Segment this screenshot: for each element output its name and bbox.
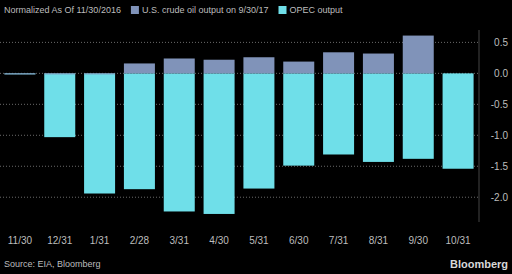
bar [363,54,394,74]
bar [124,73,155,189]
source: Source: EIA, Bloomberg [4,259,101,269]
bar [164,58,195,73]
bar [44,73,75,74]
legend-label: U.S. crude oil output on 9/30/17 [142,5,269,15]
x-tick-label: 12/31 [47,235,72,246]
x-tick-label: 4/30 [209,235,229,246]
y-tick-label: 0.5 [494,37,508,48]
legend-label: OPEC output [290,5,344,15]
bar [243,57,274,73]
bar [443,73,474,168]
bar [44,73,75,137]
bar [283,62,314,74]
bars [4,36,473,214]
bar [84,73,115,193]
legend-swatch [279,6,287,14]
bar [403,73,434,158]
bar [4,73,35,74]
y-tick-label: -1.5 [491,161,509,172]
subtitle: Normalized As Of 11/30/2016 [4,5,121,15]
x-tick-label: 11/30 [8,235,33,246]
y-axis-line [479,30,480,222]
x-tick-label: 7/31 [329,235,349,246]
x-tick-label: 6/30 [289,235,309,246]
y-tick-label: 0.0 [494,68,508,79]
y-tick-label: -0.5 [491,99,509,110]
legend-swatch [131,6,139,14]
bar [323,52,354,73]
y-tick-label: -1.0 [491,130,509,141]
bar [283,73,314,165]
x-tick-label: 9/30 [409,235,429,246]
x-tick-label: 5/31 [249,235,269,246]
chart: 0.5 0.0 -0.5 -1.0 -1.5 -2.0 11/30 12/31 1/31 2/28… [0,0,512,274]
y-tick-label: -2.0 [491,192,509,203]
bar [164,73,195,211]
bar [243,73,274,188]
x-tick-label: 1/31 [90,235,110,246]
background [0,0,512,274]
x-tick-label: 8/31 [369,235,389,246]
x-tick-label: 3/31 [170,235,190,246]
x-tick-label: 2/28 [130,235,150,246]
bar [403,36,434,74]
bar [4,73,35,74]
bar [363,73,394,162]
grid-line [0,197,478,198]
grid-line [0,166,478,167]
bar [84,73,115,74]
brand: Bloomberg [450,258,508,270]
bar [124,63,155,73]
x-tick-label: 10/31 [446,235,471,246]
bar [204,73,235,214]
bar [204,60,235,74]
bar [323,73,354,154]
